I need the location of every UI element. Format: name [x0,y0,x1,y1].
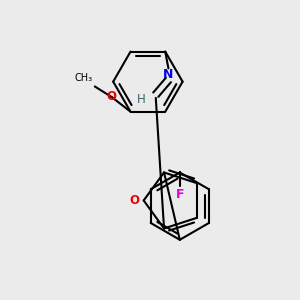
Text: F: F [176,188,184,201]
Text: CH₃: CH₃ [75,73,93,83]
Text: O: O [130,194,140,207]
Text: H: H [137,94,146,106]
Text: O: O [106,91,117,103]
Text: N: N [163,68,174,81]
